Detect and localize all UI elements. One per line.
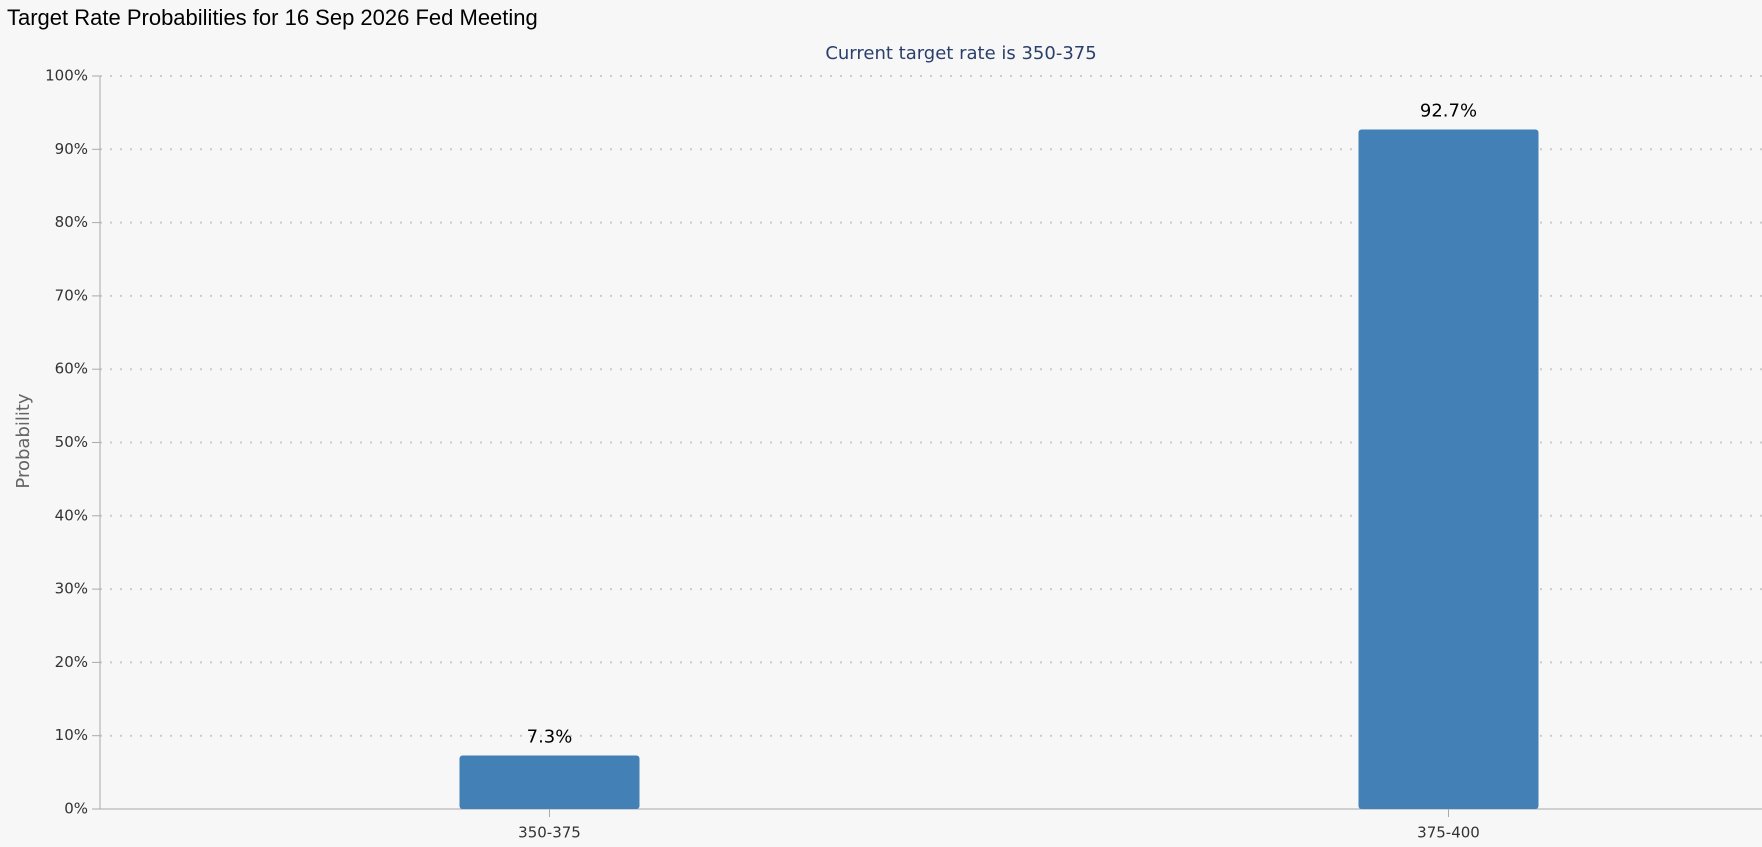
data-label: 92.7% (1420, 101, 1477, 122)
bar (1358, 129, 1539, 809)
y-axis-label: Probability (13, 393, 34, 488)
y-tick-label: 10% (55, 726, 88, 744)
y-tick-label: 50% (55, 433, 88, 451)
chart-subtitle: Current target rate is 350-375 (825, 43, 1096, 64)
y-tick-label: 100% (45, 67, 88, 85)
y-tick-label: 40% (55, 506, 88, 524)
x-tick-label: 350-375 (518, 824, 581, 842)
x-tick-label: 375-400 (1417, 824, 1480, 842)
y-tick-label: 80% (55, 213, 88, 231)
y-tick-label: 60% (55, 360, 88, 378)
y-tick-label: 20% (55, 653, 88, 671)
data-label: 7.3% (527, 726, 573, 747)
y-tick-label: 30% (55, 580, 88, 598)
y-tick-label: 70% (55, 286, 88, 304)
chart-title: Target Rate Probabilities for 16 Sep 202… (7, 5, 538, 30)
y-tick-label: 0% (64, 800, 88, 818)
y-tick-label: 90% (55, 140, 88, 158)
bar (459, 755, 640, 809)
